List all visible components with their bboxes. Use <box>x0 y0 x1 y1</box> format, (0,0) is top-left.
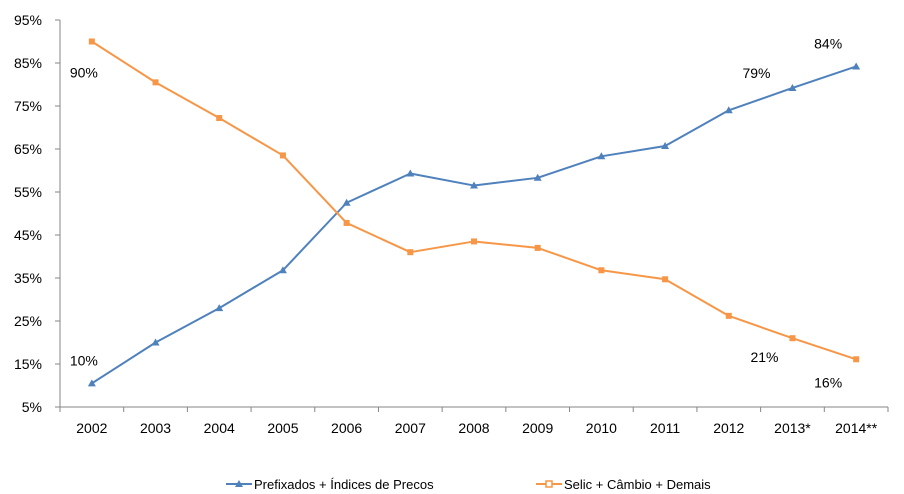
legend-item-2: Selic + Câmbio + Demais <box>536 477 711 492</box>
data-point <box>853 356 860 363</box>
x-tick-label: 2005 <box>267 420 298 436</box>
data-label: 90% <box>70 65 98 81</box>
data-point <box>725 312 732 319</box>
data-point <box>661 141 670 149</box>
data-point <box>342 198 351 206</box>
y-tick-label: 65% <box>14 141 42 157</box>
series-line <box>91 65 857 385</box>
data-label: 21% <box>750 349 778 365</box>
y-tick-label: 45% <box>14 227 42 243</box>
y-tick-label: 75% <box>14 98 42 114</box>
data-point <box>152 79 159 86</box>
data-point <box>533 173 542 181</box>
data-point <box>470 181 478 189</box>
y-tick-label: 15% <box>14 356 42 372</box>
data-point <box>151 338 160 346</box>
x-tick-label: 2003 <box>140 420 171 436</box>
y-tick-label: 85% <box>14 55 42 71</box>
annotation-layer: 90% 10% 79% 84% 21% 16% <box>70 35 842 390</box>
x-tick-label: 2008 <box>458 420 489 436</box>
data-point <box>724 106 733 114</box>
data-label: 79% <box>742 65 770 81</box>
data-point <box>598 267 605 274</box>
legend-label: Prefixados + Índices de Precos <box>254 477 434 492</box>
data-point <box>407 249 414 256</box>
data-point <box>788 83 797 91</box>
y-tick-label: 55% <box>14 184 42 200</box>
series-line <box>91 40 857 361</box>
x-tick-label: 2007 <box>395 420 426 436</box>
data-label: 84% <box>814 35 842 51</box>
series-layer <box>87 38 861 387</box>
x-tick-label: 2013* <box>774 420 811 436</box>
y-tick-label: 35% <box>14 270 42 286</box>
x-tick-label: 2004 <box>204 420 235 436</box>
legend-marker <box>235 480 243 487</box>
data-point <box>279 152 286 159</box>
data-point <box>597 152 606 160</box>
series-2 <box>88 38 860 363</box>
y-tick-label: 5% <box>22 399 42 415</box>
x-tick-label: 2010 <box>586 420 617 436</box>
data-point <box>662 276 669 283</box>
y-tick-label: 95% <box>14 12 42 28</box>
x-tick-label: 2002 <box>76 420 107 436</box>
data-point <box>278 266 287 274</box>
data-point <box>87 379 96 387</box>
data-point <box>343 219 350 226</box>
legend-label: Selic + Câmbio + Demais <box>564 477 711 492</box>
data-point <box>789 335 796 342</box>
series-1 <box>87 62 861 387</box>
y-tick-label: 25% <box>14 313 42 329</box>
x-tick-label: 2012 <box>713 420 744 436</box>
legend-item-1: Prefixados + Índices de Precos <box>226 477 434 492</box>
x-tick-label: 2006 <box>331 420 362 436</box>
data-label: 16% <box>814 374 842 390</box>
data-point <box>216 115 223 122</box>
axes: 5% 15% 25% 35% 45% 55% 65% 75% 85% 95% 2002 2003 200… <box>14 12 889 436</box>
x-tick-label: 2014** <box>835 420 878 436</box>
legend: Prefixados + Índices de Precos Selic + Câ… <box>226 477 711 492</box>
data-point <box>215 304 224 312</box>
x-tick-label: 2009 <box>522 420 553 436</box>
data-point <box>406 169 415 177</box>
x-tick-label: 2011 <box>650 420 680 436</box>
data-point <box>471 238 477 245</box>
data-point <box>88 38 95 45</box>
data-label: 10% <box>70 352 98 368</box>
data-point <box>852 62 861 70</box>
data-point <box>534 244 541 251</box>
legend-marker <box>545 480 553 488</box>
